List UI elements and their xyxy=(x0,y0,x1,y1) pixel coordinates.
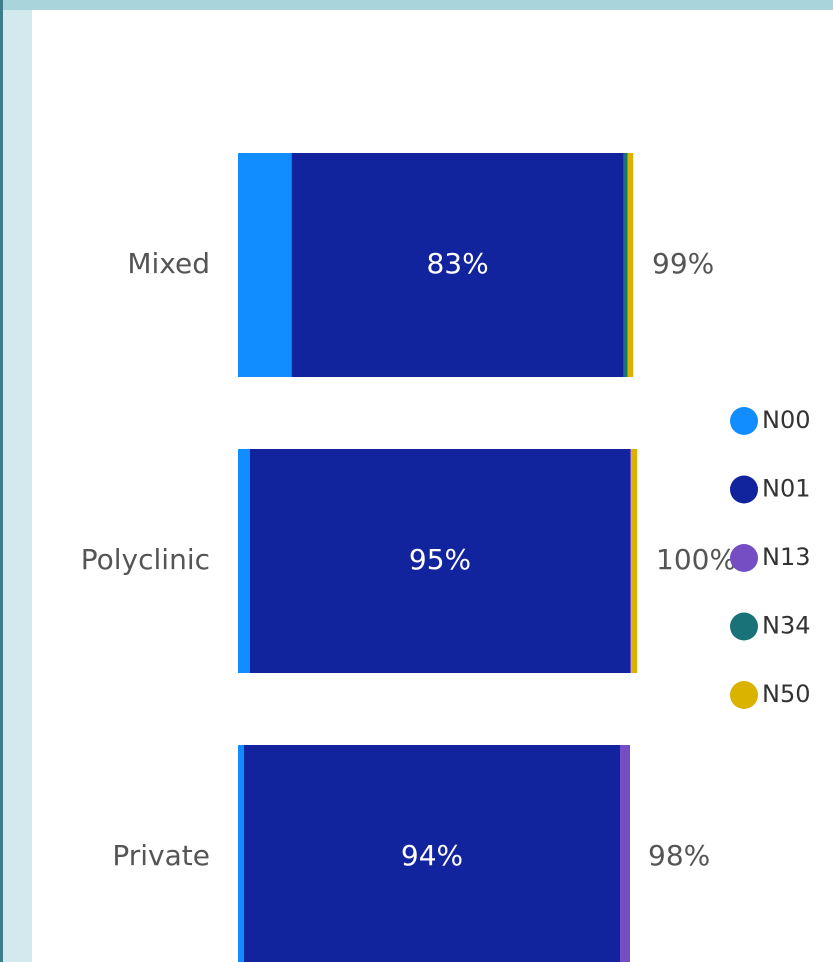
bar-segment xyxy=(238,449,250,673)
left-border xyxy=(0,0,3,962)
legend-marker xyxy=(730,681,758,709)
legend-marker xyxy=(730,475,758,504)
category-label: Mixed xyxy=(127,247,210,280)
bar-segment xyxy=(238,745,244,962)
category-label: Private xyxy=(112,839,210,872)
legend-label: N00 xyxy=(762,406,811,434)
legend-marker xyxy=(730,612,758,641)
legend-marker xyxy=(730,407,758,435)
legend-label: N01 xyxy=(762,475,811,503)
bar-segment xyxy=(244,745,620,962)
bar-segment xyxy=(620,745,630,962)
data-label: 95% xyxy=(409,543,471,576)
legend-label: N13 xyxy=(762,543,811,571)
legend-label: N50 xyxy=(762,680,811,708)
total-label: 99% xyxy=(652,247,714,280)
bar-segment xyxy=(291,153,624,377)
top-band xyxy=(0,0,833,10)
bar-segment xyxy=(250,449,630,673)
bar-segment xyxy=(238,153,292,377)
data-label: 94% xyxy=(401,839,463,872)
total-label: 100% xyxy=(656,543,736,576)
category-label: Polyclinic xyxy=(81,543,210,576)
total-label: 98% xyxy=(648,839,710,872)
legend-marker xyxy=(730,544,758,572)
bar-segment xyxy=(631,449,638,673)
bar-segment xyxy=(623,153,628,377)
bar-segment xyxy=(627,153,634,377)
legend-label: N34 xyxy=(762,612,811,640)
data-label: 83% xyxy=(426,247,488,280)
bar-segment xyxy=(630,449,632,673)
